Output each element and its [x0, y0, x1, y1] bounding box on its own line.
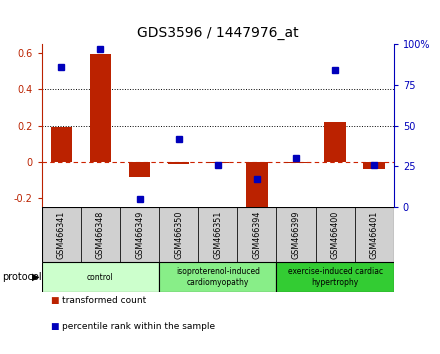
Bar: [168, 162, 190, 164]
Bar: [198, 207, 237, 262]
Bar: [90, 54, 111, 162]
Bar: [159, 207, 198, 262]
Bar: [276, 207, 315, 262]
Text: GSM466349: GSM466349: [135, 211, 144, 259]
Bar: [129, 162, 150, 177]
Bar: [324, 122, 346, 162]
Bar: [285, 162, 307, 163]
Bar: [207, 162, 228, 163]
Text: transformed count: transformed count: [62, 296, 146, 304]
Bar: [81, 207, 120, 262]
Bar: [120, 207, 159, 262]
Bar: [315, 207, 355, 262]
Text: GSM466351: GSM466351: [213, 211, 222, 259]
Text: GSM466350: GSM466350: [174, 211, 183, 259]
Text: GSM466394: GSM466394: [253, 211, 261, 259]
Text: control: control: [87, 273, 114, 281]
Bar: [363, 162, 385, 169]
Text: GSM466341: GSM466341: [57, 211, 66, 259]
Bar: [51, 127, 72, 162]
Text: ■: ■: [51, 322, 59, 331]
Bar: [246, 162, 268, 209]
Text: isoproterenol-induced
cardiomyopathy: isoproterenol-induced cardiomyopathy: [176, 267, 260, 287]
Bar: [355, 207, 394, 262]
Text: GSM466348: GSM466348: [96, 211, 105, 259]
Text: ■: ■: [51, 296, 59, 304]
Text: protocol: protocol: [2, 272, 42, 282]
Bar: [276, 262, 394, 292]
Text: GSM466400: GSM466400: [330, 211, 340, 259]
Bar: [237, 207, 276, 262]
Text: exercise-induced cardiac
hypertrophy: exercise-induced cardiac hypertrophy: [288, 267, 383, 287]
Bar: [159, 262, 276, 292]
Title: GDS3596 / 1447976_at: GDS3596 / 1447976_at: [137, 27, 299, 40]
Text: percentile rank within the sample: percentile rank within the sample: [62, 322, 215, 331]
Bar: [42, 207, 81, 262]
Text: ▶: ▶: [32, 272, 39, 282]
Text: GSM466401: GSM466401: [370, 211, 379, 259]
Text: GSM466399: GSM466399: [292, 211, 301, 259]
Bar: [42, 262, 159, 292]
